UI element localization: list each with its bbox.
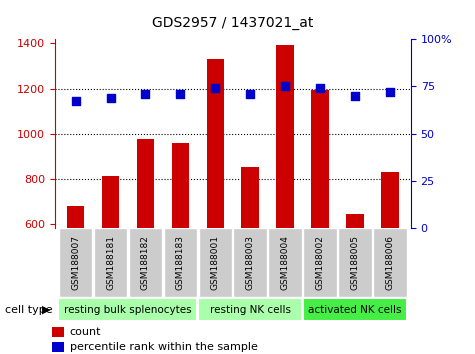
FancyBboxPatch shape	[199, 228, 232, 297]
Point	[142, 91, 149, 97]
FancyBboxPatch shape	[59, 228, 92, 297]
FancyBboxPatch shape	[373, 228, 407, 297]
Text: percentile rank within the sample: percentile rank within the sample	[70, 342, 257, 352]
Bar	[137, 139, 154, 354]
Text: GSM188003: GSM188003	[246, 235, 255, 290]
Point	[386, 89, 394, 95]
Bar	[51, 342, 64, 352]
FancyBboxPatch shape	[198, 298, 302, 321]
FancyBboxPatch shape	[233, 228, 267, 297]
Bar	[381, 172, 399, 354]
FancyBboxPatch shape	[129, 228, 162, 297]
Text: GDS2957 / 1437021_at: GDS2957 / 1437021_at	[152, 16, 314, 30]
Point	[316, 85, 324, 91]
Point	[72, 99, 79, 104]
Text: GSM188181: GSM188181	[106, 235, 115, 290]
FancyBboxPatch shape	[58, 298, 197, 321]
Bar	[171, 143, 189, 354]
Bar	[51, 327, 64, 337]
Text: activated NK cells: activated NK cells	[308, 305, 402, 315]
Bar	[207, 59, 224, 354]
Text: GSM188001: GSM188001	[211, 235, 220, 290]
Text: GSM188004: GSM188004	[281, 235, 290, 290]
FancyBboxPatch shape	[268, 228, 302, 297]
Point	[281, 84, 289, 89]
Text: ▶: ▶	[42, 305, 51, 315]
Text: GSM188183: GSM188183	[176, 235, 185, 290]
Bar	[346, 214, 364, 354]
Text: GSM188182: GSM188182	[141, 235, 150, 290]
Point	[247, 91, 254, 97]
Point	[351, 93, 359, 98]
Text: GSM188007: GSM188007	[71, 235, 80, 290]
Text: GSM188005: GSM188005	[351, 235, 360, 290]
FancyBboxPatch shape	[303, 298, 407, 321]
FancyBboxPatch shape	[163, 228, 197, 297]
Point	[177, 91, 184, 97]
Bar	[241, 167, 259, 354]
Bar	[311, 90, 329, 354]
Point	[107, 95, 114, 101]
FancyBboxPatch shape	[338, 228, 372, 297]
Bar	[67, 206, 85, 354]
FancyBboxPatch shape	[304, 228, 337, 297]
Text: cell type: cell type	[5, 305, 52, 315]
Text: count: count	[70, 327, 101, 337]
Text: resting NK cells: resting NK cells	[210, 305, 291, 315]
FancyBboxPatch shape	[94, 228, 127, 297]
Bar	[102, 177, 119, 354]
Text: GSM188002: GSM188002	[315, 235, 324, 290]
Bar	[276, 45, 294, 354]
Text: resting bulk splenocytes: resting bulk splenocytes	[64, 305, 192, 315]
Point	[211, 85, 219, 91]
Text: GSM188006: GSM188006	[385, 235, 394, 290]
